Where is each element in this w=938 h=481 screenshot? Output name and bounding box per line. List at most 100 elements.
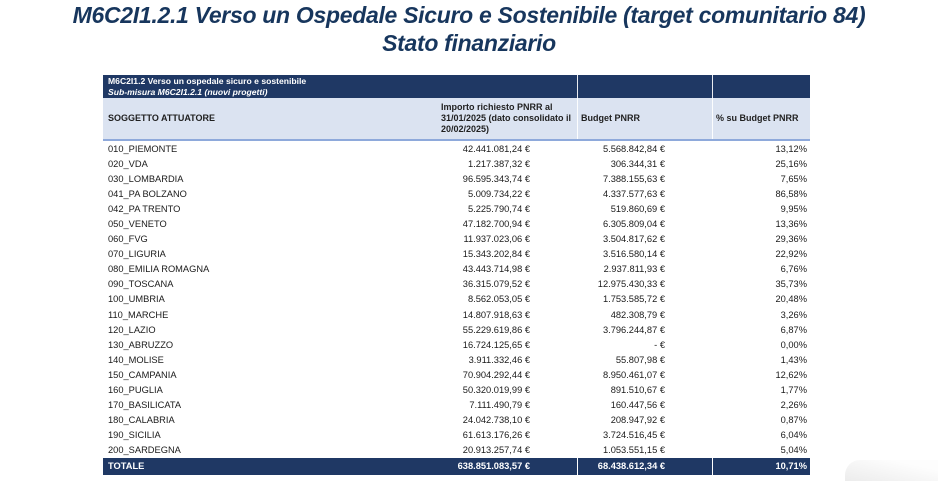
row-budget-value: 12.975.430,33 € [597, 279, 665, 290]
row-budget-value: 519.860,69 € [610, 203, 665, 214]
row-percent-value: 86,58% [775, 188, 807, 199]
row-region-label: 120_LAZIO [108, 324, 156, 335]
table-row: 041_PA BOLZANO 5.009.734,22 € 4.337.577,63… [103, 186, 810, 201]
row-region-label: 170_BASILICATA [108, 400, 182, 411]
row-region-label: 020_VDA [108, 158, 148, 169]
table-row: 060_FVG 11.937.023,06 € 3.504.817,62 € 29,3… [103, 232, 810, 247]
column-divider [712, 75, 713, 139]
page-subtitle: Stato finanziario [382, 30, 556, 56]
row-percent-value: 2,26% [780, 400, 807, 411]
row-region-label: 110_MARCHE [108, 309, 169, 320]
table-row: 160_PUGLIA 50.320.019,99 € 891.510,67 € 1,7… [103, 383, 810, 398]
row-budget-value: 6.305.809,04 € [602, 219, 665, 230]
row-importo-value: 5.009.734,22 € [467, 188, 530, 199]
table-row: 200_SARDEGNA 20.913.257,74 € 1.053.551,15 … [103, 443, 810, 458]
row-region-label: 050_VENETO [108, 219, 167, 230]
table-row: 050_VENETO 47.182.700,94 € 6.305.809,04 € 1… [103, 216, 810, 231]
table-row: 190_SICILIA 61.613.176,26 € 3.724.516,45 €… [103, 428, 810, 443]
row-region-label: 190_SICILIA [108, 430, 161, 441]
row-percent-value: 9,95% [780, 203, 807, 214]
row-percent-value: 12,62% [775, 369, 807, 380]
row-region-label: 200_SARDEGNA [108, 445, 181, 456]
row-region-label: 010_PIEMONTE [108, 143, 178, 154]
table-row: 100_UMBRIA 8.562.053,05 € 1.753.585,72 € 20… [103, 292, 810, 307]
table-row: 170_BASILICATA 7.111.490,79 € 160.447,56 €… [103, 398, 810, 413]
row-percent-value: 25,16% [775, 158, 807, 169]
col-header-budget-pnrr: Budget PNRR [581, 113, 640, 123]
row-budget-value: 2.937.811,93 € [603, 264, 665, 275]
row-percent-value: 5,04% [780, 445, 807, 456]
row-percent-value: 1,77% [780, 385, 807, 396]
totale-percent-value: 10,71% [712, 457, 810, 475]
row-importo-value: 3.911.332,46 € [468, 354, 530, 365]
row-region-label: 042_PA TRENTO [108, 203, 181, 214]
row-region-label: 140_MOLISE [108, 354, 164, 365]
row-percent-value: 6,76% [780, 264, 807, 275]
row-budget-value: - € [654, 339, 665, 350]
row-budget-value: 4.337.577,63 € [602, 188, 665, 199]
row-percent-value: 0,87% [780, 415, 807, 426]
row-percent-value: 1,43% [780, 354, 807, 365]
row-percent-value: 3,26% [780, 309, 807, 320]
page-title: M6C2I1.2.1 Verso un Ospedale Sicuro e So… [72, 2, 866, 28]
row-percent-value: 7,65% [780, 173, 807, 184]
row-percent-value: 20,48% [775, 294, 807, 305]
table-row: 120_LAZIO 55.229.619,86 € 3.796.244,87 € 6,… [103, 322, 810, 337]
table-row: 042_PA TRENTO 5.225.790,74 € 519.860,69 € 9… [103, 201, 810, 216]
row-region-label: 180_CALABRIA [108, 415, 175, 426]
col-header-soggetto-attuatore: SOGGETTO ATTUATORE [108, 113, 216, 123]
totale-label: TOTALE [108, 461, 145, 472]
row-percent-value: 22,92% [775, 249, 807, 260]
row-budget-value: 482.308,79 € [610, 309, 665, 320]
table-row: 010_PIEMONTE 42.441.081,24 € 5.568.842,84 … [103, 141, 810, 156]
row-budget-value: 1.753.585,72 € [602, 294, 665, 305]
financial-table: M6C2I1.2 Verso un ospedale sicuro e sost… [103, 75, 810, 475]
row-budget-value: 3.796.244,87 € [602, 324, 665, 335]
column-divider [577, 75, 578, 139]
row-percent-value: 6,04% [780, 430, 807, 441]
row-importo-value: 50.320.019,99 € [462, 385, 530, 396]
table-body: 010_PIEMONTE 42.441.081,24 € 5.568.842,84 … [103, 141, 810, 458]
row-importo-value: 47.182.700,94 € [462, 219, 530, 230]
table-band: M6C2I1.2 Verso un ospedale sicuro e sost… [103, 75, 810, 98]
row-importo-value: 14.807.918,63 € [462, 309, 530, 320]
row-budget-value: 891.510,67 € [610, 385, 665, 396]
row-region-label: 070_LIGURIA [108, 249, 166, 260]
row-percent-value: 6,87% [780, 324, 807, 335]
row-region-label: 080_EMILIA ROMAGNA [108, 264, 210, 275]
row-budget-value: 3.504.817,62 € [602, 234, 665, 245]
row-budget-value: 8.950.461,07 € [602, 369, 665, 380]
row-region-label: 041_PA BOLZANO [108, 188, 187, 199]
table-row: 070_LIGURIA 15.343.202,84 € 3.516.580,14 €… [103, 247, 810, 262]
row-importo-value: 70.904.292,44 € [462, 369, 530, 380]
table-header-row: SOGGETTO ATTUATORE Importo richiesto PNR… [103, 98, 810, 141]
table-row: 080_EMILIA ROMAGNA 43.443.714,98 € 2.937.8… [103, 262, 810, 277]
row-importo-value: 43.443.714,98 € [462, 264, 530, 275]
col-header-pct-budget-pnrr: % su Budget PNRR [716, 113, 799, 123]
row-importo-value: 1.217.387,32 € [467, 158, 530, 169]
row-budget-value: 3.516.580,14 € [602, 249, 665, 260]
row-budget-value: 5.568.842,84 € [602, 143, 665, 154]
row-percent-value: 13,36% [775, 219, 807, 230]
row-importo-value: 11.937.023,06 € [463, 234, 530, 245]
row-region-label: 130_ABRUZZO [108, 339, 174, 350]
row-percent-value: 29,36% [775, 234, 807, 245]
row-importo-value: 20.913.257,74 € [462, 445, 530, 456]
row-importo-value: 55.229.619,86 € [462, 324, 530, 335]
row-percent-value: 0,00% [780, 339, 807, 350]
row-importo-value: 36.315.079,52 € [462, 279, 530, 290]
row-importo-value: 16.724.125,65 € [462, 339, 530, 350]
table-row: 110_MARCHE 14.807.918,63 € 482.308,79 € 3,2… [103, 307, 810, 322]
row-region-label: 030_LOMBARDIA [108, 173, 184, 184]
totale-importo-value: 638.851.083,57 € [457, 461, 530, 472]
table-row: 030_LOMBARDIA 96.595.343,74 € 7.388.155,63… [103, 171, 810, 186]
row-importo-value: 15.343.202,84 € [462, 249, 530, 260]
table-row: 020_VDA 1.217.387,32 € 306.344,31 € 25,16% [103, 156, 810, 171]
row-budget-value: 1.053.551,15 € [602, 445, 665, 456]
table-row: 130_ABRUZZO 16.724.125,65 € - € 0,00% [103, 337, 810, 352]
row-importo-value: 8.562.053,05 € [467, 294, 530, 305]
row-budget-value: 208.947,92 € [610, 415, 665, 426]
row-importo-value: 42.441.081,24 € [462, 143, 530, 154]
row-budget-value: 7.388.155,63 € [602, 173, 665, 184]
